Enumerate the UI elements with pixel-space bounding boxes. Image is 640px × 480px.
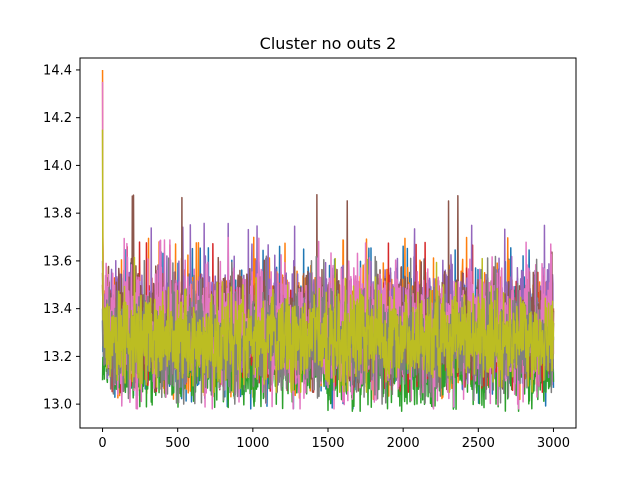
x-tick-label: 2000	[387, 436, 420, 451]
x-tick-label: 1500	[311, 436, 344, 451]
x-tick-label: 3000	[537, 436, 570, 451]
y-tick-label: 13.2	[43, 350, 72, 365]
x-tick-label: 500	[165, 436, 190, 451]
plot-frame	[79, 57, 577, 429]
x-tick-label: 0	[98, 436, 106, 451]
y-tick-label: 14.2	[43, 111, 72, 126]
y-tick-label: 13.8	[43, 207, 72, 222]
series-layer	[101, 69, 555, 413]
y-axis: 13.0 13.2 13.4 13.6 13.8 14.0 14.2 14.4	[43, 63, 80, 413]
y-tick-label: 14.0	[43, 159, 72, 174]
x-tick-label: 2500	[462, 436, 495, 451]
y-tick-label: 13.0	[43, 398, 72, 413]
chart-title: Cluster no outs 2	[260, 34, 397, 53]
y-tick-label: 14.4	[43, 63, 72, 78]
y-tick-label: 13.6	[43, 254, 72, 269]
y-tick-label: 13.4	[43, 302, 72, 317]
series-line-9	[101, 129, 555, 393]
x-tick-label: 1000	[236, 436, 269, 451]
x-axis: 0 500 1000 1500 2000 2500 3000	[98, 428, 570, 451]
